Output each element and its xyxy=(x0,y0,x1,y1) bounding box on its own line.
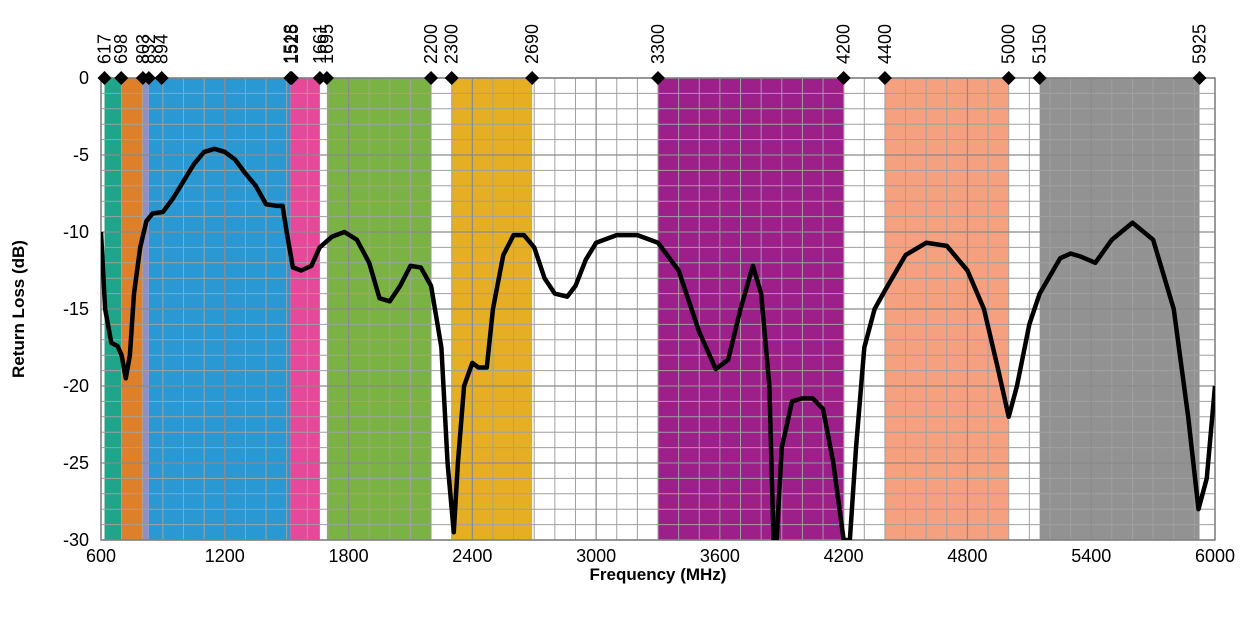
band-edge-marker xyxy=(1032,71,1047,85)
band-edge-label: 5925 xyxy=(1190,24,1210,64)
y-axis-title: Return Loss (dB) xyxy=(9,240,28,378)
band-edge-label: 2200 xyxy=(421,24,441,64)
band-edge-label: 1518 xyxy=(280,24,300,64)
band-edge-label: 2690 xyxy=(522,24,542,64)
band-edge-label: 4400 xyxy=(875,24,895,64)
band-edge-label: 1661 xyxy=(310,24,330,64)
x-tick-label: 5400 xyxy=(1071,546,1111,566)
x-tick-label: 3600 xyxy=(700,546,740,566)
y-tick-label: 0 xyxy=(79,68,89,88)
band-edge-marker xyxy=(141,71,156,85)
band-edge-label: 1525 xyxy=(282,24,302,64)
band-edge-label: 698 xyxy=(111,34,131,64)
y-tick-label: -10 xyxy=(63,222,89,242)
band-edge-label: 1695 xyxy=(317,24,337,64)
band-edge-marker xyxy=(312,71,327,85)
band-edge-label: 832 xyxy=(139,34,159,64)
x-tick-label: 1800 xyxy=(329,546,369,566)
band-edge-marker xyxy=(1001,71,1016,85)
band-edge-marker xyxy=(97,71,112,85)
y-tick-label: -20 xyxy=(63,376,89,396)
band-edge-label: 2300 xyxy=(442,24,462,64)
x-tick-label: 3000 xyxy=(576,546,616,566)
band-edge-marker xyxy=(444,71,459,85)
y-tick-label: -15 xyxy=(63,299,89,319)
band-edge-marker xyxy=(154,71,169,85)
y-tick-label: -5 xyxy=(73,145,89,165)
x-tick-label: 1200 xyxy=(205,546,245,566)
y-tick-label: -25 xyxy=(63,453,89,473)
band-edge-marker xyxy=(284,71,299,85)
band-edge-marker xyxy=(836,71,851,85)
band-edge-label: 3300 xyxy=(648,24,668,64)
band-edge-marker xyxy=(651,71,665,85)
x-axis-title: Frequency (MHz) xyxy=(590,565,727,584)
band-edge-label: 4200 xyxy=(834,24,854,64)
x-tick-label: 4800 xyxy=(947,546,987,566)
y-tick-label: -30 xyxy=(63,530,89,550)
x-tick-label: 6000 xyxy=(1195,546,1235,566)
return-loss-line xyxy=(101,146,1215,540)
band-edge-marker xyxy=(1192,71,1207,85)
x-tick-label: 600 xyxy=(86,546,116,566)
x-tick-label: 2400 xyxy=(452,546,492,566)
x-tick-label: 4200 xyxy=(824,546,864,566)
band-edge-marker xyxy=(877,71,892,85)
band-edge-marker xyxy=(319,71,334,85)
band-edge-marker xyxy=(114,71,129,85)
band-edge-label: 617 xyxy=(95,34,115,64)
band-edge-label: 803 xyxy=(133,34,153,64)
band-edge-label: 5000 xyxy=(999,24,1019,64)
band-edge-label: 5150 xyxy=(1030,24,1050,64)
band-edge-marker xyxy=(525,71,540,85)
band-edge-marker xyxy=(424,71,439,85)
band-edge-label: 894 xyxy=(152,34,172,64)
